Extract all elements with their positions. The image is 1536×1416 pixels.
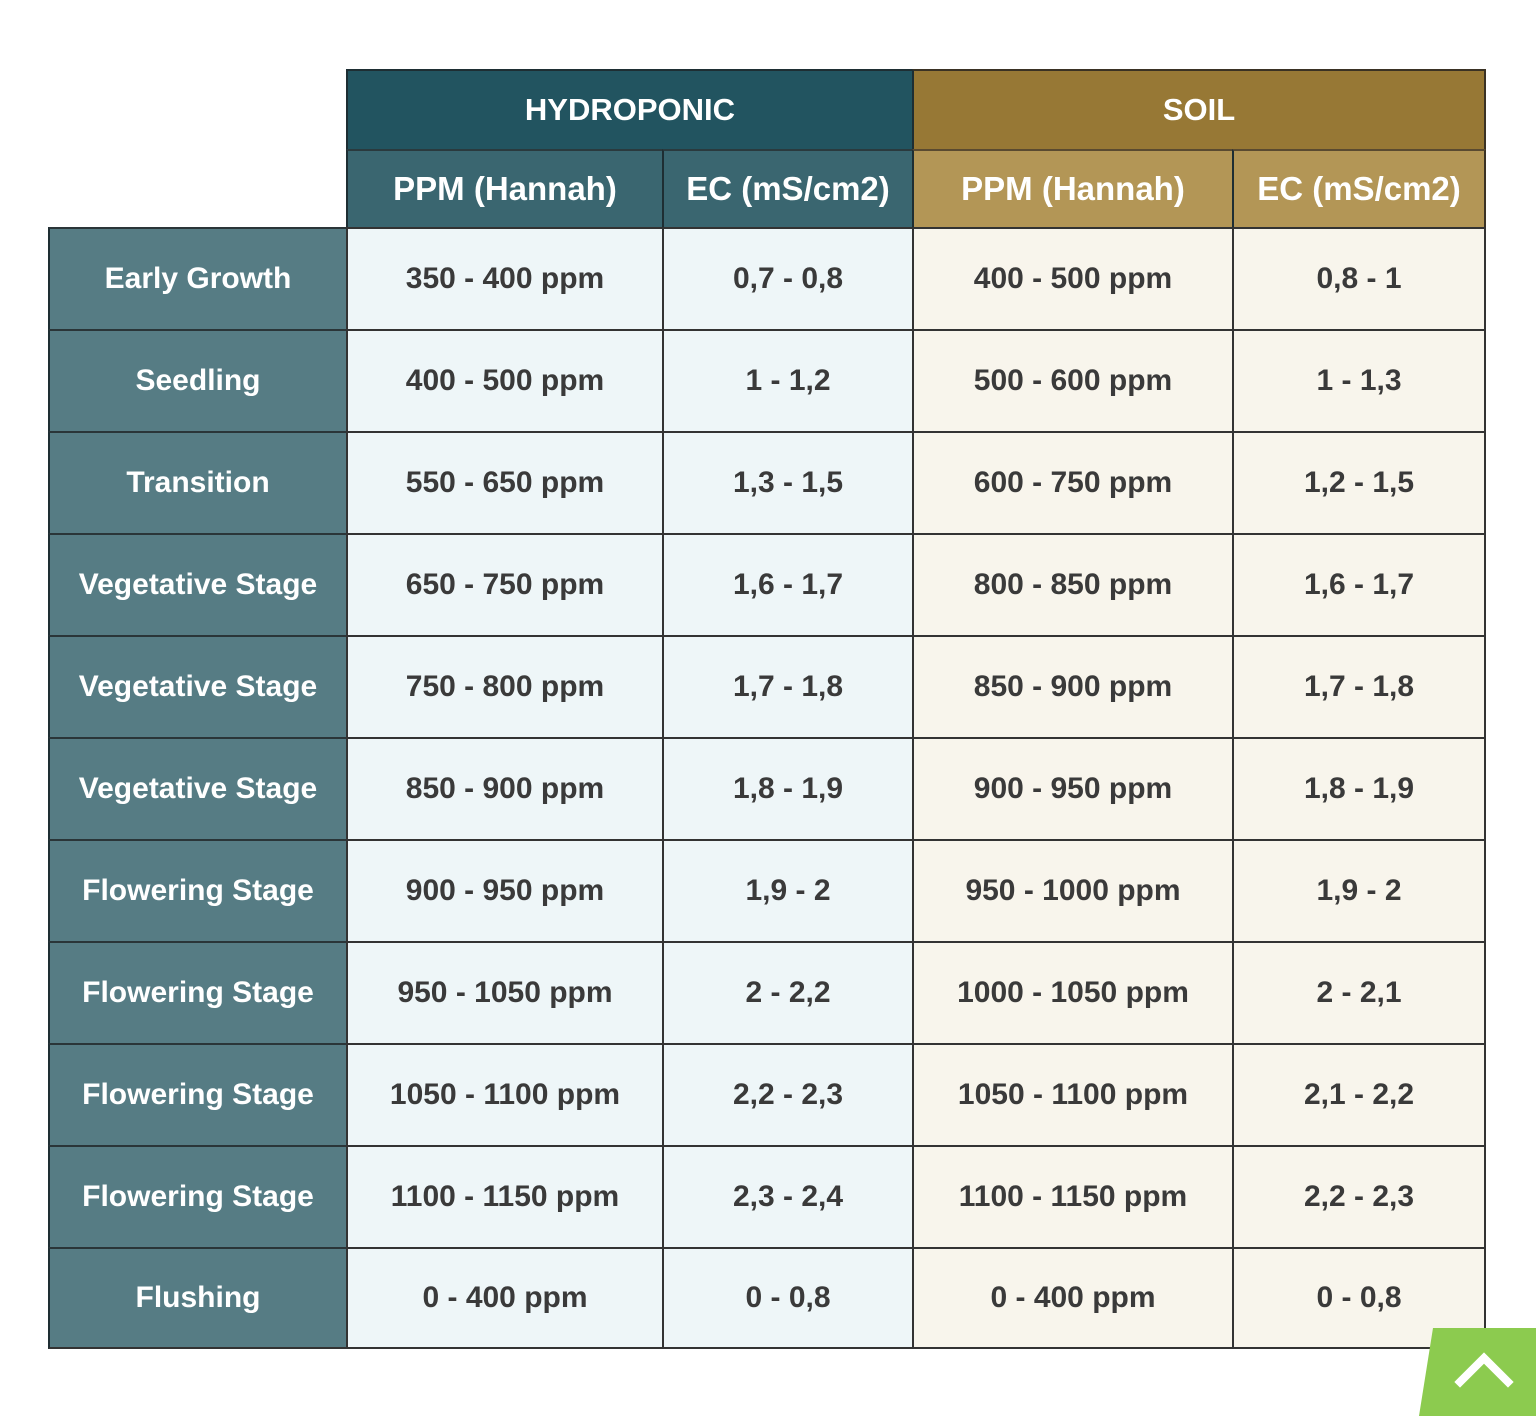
soil-ec-cell: 2,1 - 2,2: [1232, 1043, 1486, 1145]
group-header-hydroponic: HYDROPONIC: [346, 69, 912, 149]
soil-ppm-cell: 1100 - 1150 ppm: [912, 1145, 1232, 1247]
hydro-ec-cell: 0,7 - 0,8: [662, 227, 912, 329]
soil-ec-cell: 1 - 1,3: [1232, 329, 1486, 431]
scroll-to-top-button[interactable]: [1419, 1328, 1536, 1416]
soil-ppm-cell: 850 - 900 ppm: [912, 635, 1232, 737]
hydro-ppm-cell: 400 - 500 ppm: [346, 329, 662, 431]
soil-ppm-cell: 900 - 950 ppm: [912, 737, 1232, 839]
soil-ec-cell: 0 - 0,8: [1232, 1247, 1486, 1349]
hydro-ppm-cell: 550 - 650 ppm: [346, 431, 662, 533]
hydro-ppm-cell: 750 - 800 ppm: [346, 635, 662, 737]
stage-label: Vegetative Stage: [48, 635, 346, 737]
hydro-ppm-cell: 850 - 900 ppm: [346, 737, 662, 839]
hydro-ppm-cell: 950 - 1050 ppm: [346, 941, 662, 1043]
hydro-ppm-cell: 1100 - 1150 ppm: [346, 1145, 662, 1247]
stage-label: Transition: [48, 431, 346, 533]
hydro-ec-cell: 1,6 - 1,7: [662, 533, 912, 635]
hydro-ec-cell: 2,3 - 2,4: [662, 1145, 912, 1247]
chevron-up-icon: [1453, 1352, 1514, 1388]
stage-label: Vegetative Stage: [48, 533, 346, 635]
soil-ppm-cell: 400 - 500 ppm: [912, 227, 1232, 329]
soil-ppm-cell: 500 - 600 ppm: [912, 329, 1232, 431]
soil-ec-cell: 1,2 - 1,5: [1232, 431, 1486, 533]
soil-ppm-cell: 600 - 750 ppm: [912, 431, 1232, 533]
stage-label: Flowering Stage: [48, 941, 346, 1043]
hydro-ec-cell: 1,9 - 2: [662, 839, 912, 941]
hydro-ppm-cell: 650 - 750 ppm: [346, 533, 662, 635]
hydro-ec-cell: 1 - 1,2: [662, 329, 912, 431]
soil-ec-cell: 2,2 - 2,3: [1232, 1145, 1486, 1247]
nutrient-table: HYDROPONIC SOIL PPM (Hannah) EC (mS/cm2) PPM…: [48, 69, 1486, 1349]
hydro-ec-cell: 1,3 - 1,5: [662, 431, 912, 533]
stage-label: Seedling: [48, 329, 346, 431]
stage-label: Vegetative Stage: [48, 737, 346, 839]
hydro-ec-cell: 0 - 0,8: [662, 1247, 912, 1349]
stage-label: Flushing: [48, 1247, 346, 1349]
hydro-ec-cell: 1,8 - 1,9: [662, 737, 912, 839]
soil-ec-cell: 0,8 - 1: [1232, 227, 1486, 329]
column-header-soil-ec: EC (mS/cm2): [1232, 149, 1486, 227]
stage-label: Flowering Stage: [48, 1145, 346, 1247]
stage-label: Flowering Stage: [48, 1043, 346, 1145]
soil-ec-cell: 1,6 - 1,7: [1232, 533, 1486, 635]
soil-ppm-cell: 0 - 400 ppm: [912, 1247, 1232, 1349]
column-header-hydro-ec: EC (mS/cm2): [662, 149, 912, 227]
hydro-ec-cell: 2 - 2,2: [662, 941, 912, 1043]
soil-ec-cell: 1,9 - 2: [1232, 839, 1486, 941]
group-header-soil: SOIL: [912, 69, 1486, 149]
hydro-ppm-cell: 350 - 400 ppm: [346, 227, 662, 329]
stage-label: Early Growth: [48, 227, 346, 329]
soil-ppm-cell: 1000 - 1050 ppm: [912, 941, 1232, 1043]
hydro-ec-cell: 2,2 - 2,3: [662, 1043, 912, 1145]
corner-blank: [48, 69, 346, 227]
soil-ppm-cell: 800 - 850 ppm: [912, 533, 1232, 635]
hydro-ppm-cell: 0 - 400 ppm: [346, 1247, 662, 1349]
soil-ec-cell: 1,8 - 1,9: [1232, 737, 1486, 839]
soil-ppm-cell: 950 - 1000 ppm: [912, 839, 1232, 941]
hydro-ec-cell: 1,7 - 1,8: [662, 635, 912, 737]
soil-ec-cell: 1,7 - 1,8: [1232, 635, 1486, 737]
stage-label: Flowering Stage: [48, 839, 346, 941]
hydro-ppm-cell: 900 - 950 ppm: [346, 839, 662, 941]
soil-ec-cell: 2 - 2,1: [1232, 941, 1486, 1043]
soil-ppm-cell: 1050 - 1100 ppm: [912, 1043, 1232, 1145]
column-header-hydro-ppm: PPM (Hannah): [346, 149, 662, 227]
column-header-soil-ppm: PPM (Hannah): [912, 149, 1232, 227]
hydro-ppm-cell: 1050 - 1100 ppm: [346, 1043, 662, 1145]
